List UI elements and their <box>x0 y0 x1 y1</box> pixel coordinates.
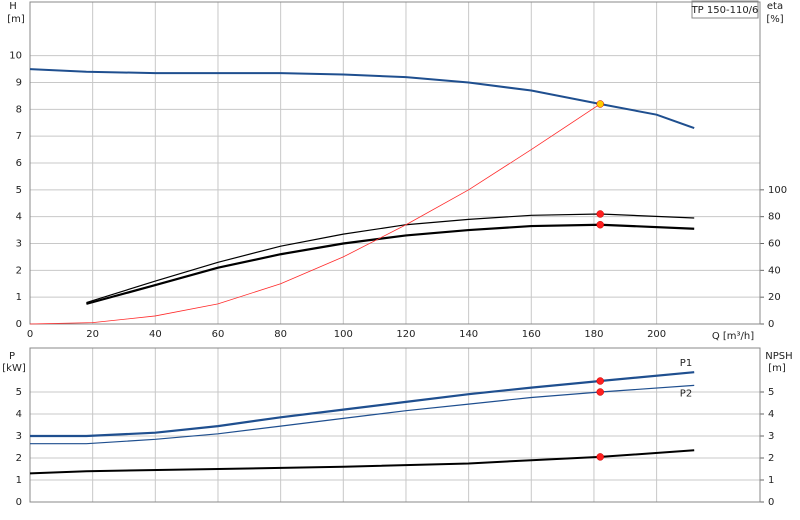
y-tick-label: 1 <box>16 292 22 303</box>
duty-point <box>596 210 604 218</box>
y-tick-label: 10 <box>9 51 22 62</box>
y-tick-label: 5 <box>16 185 22 196</box>
curve <box>29 449 695 475</box>
y-tick-label: 1 <box>16 475 22 486</box>
y-tick-label: 4 <box>16 409 22 420</box>
y-tick-label: 7 <box>16 131 22 142</box>
duty-point <box>596 388 604 396</box>
y2-tick-label: 3 <box>768 431 774 442</box>
y2-tick-label: 40 <box>768 265 781 276</box>
x-tick-label: 80 <box>274 329 287 340</box>
x-tick-label: 40 <box>149 329 162 340</box>
y2-label: eta <box>767 1 783 12</box>
y-label: H <box>9 1 17 12</box>
y-unit: [kW] <box>2 363 26 374</box>
x-tick-label: 140 <box>459 329 478 340</box>
plot-frame <box>29 347 761 503</box>
x-tick-label: 100 <box>334 329 353 340</box>
curve <box>86 223 695 305</box>
legend-label: P2 <box>680 388 692 399</box>
y-tick-label: 0 <box>16 497 22 508</box>
y-tick-label: 3 <box>16 431 22 442</box>
y2-tick-label: 20 <box>768 292 781 303</box>
y2-unit: [m] <box>768 363 786 374</box>
y-tick-label: 3 <box>16 239 22 250</box>
curve <box>86 213 695 304</box>
y2-unit: [%] <box>766 14 783 25</box>
x-tick-label: 160 <box>522 329 541 340</box>
title-box <box>691 0 759 19</box>
x-tick-label: 60 <box>212 329 225 340</box>
y2-tick-label: 4 <box>768 409 774 420</box>
y-tick-label: 5 <box>16 387 22 398</box>
duty-point <box>596 100 604 108</box>
legend-label: P1 <box>680 358 692 369</box>
x-label: Q [m³/h] <box>712 331 754 342</box>
duty-point <box>596 453 604 461</box>
y-tick-label: 2 <box>16 265 22 276</box>
x-tick-label: 120 <box>396 329 415 340</box>
y2-label: NPSH <box>765 351 792 362</box>
y2-tick-label: 0 <box>768 497 774 508</box>
y-tick-label: 4 <box>16 212 22 223</box>
curve <box>30 371 695 438</box>
curve <box>30 384 695 445</box>
y2-tick-label: 1 <box>768 475 774 486</box>
chart-title: TP 150-110/6 <box>691 5 759 16</box>
x-tick-label: 20 <box>86 329 99 340</box>
y2-tick-label: 100 <box>768 185 787 196</box>
curve <box>29 103 601 325</box>
y2-tick-label: 0 <box>768 319 774 330</box>
y-unit: [m] <box>7 14 25 25</box>
y-tick-label: 8 <box>16 104 22 115</box>
y-tick-label: 6 <box>16 158 22 169</box>
y-tick-label: 9 <box>16 78 22 89</box>
x-tick-label: 200 <box>647 329 666 340</box>
x-tick-label: 180 <box>584 329 603 340</box>
y-tick-label: 2 <box>16 453 22 464</box>
curve <box>29 68 695 130</box>
y2-tick-label: 80 <box>768 212 781 223</box>
duty-point <box>596 220 604 229</box>
y2-tick-label: 5 <box>768 387 774 398</box>
duty-point <box>596 377 604 385</box>
y-label: P <box>9 351 15 362</box>
y2-tick-label: 60 <box>768 239 781 250</box>
plot-frame <box>29 1 761 325</box>
y2-tick-label: 2 <box>768 453 774 464</box>
x-tick-label: 0 <box>27 329 33 340</box>
y-tick-label: 0 <box>16 319 22 330</box>
